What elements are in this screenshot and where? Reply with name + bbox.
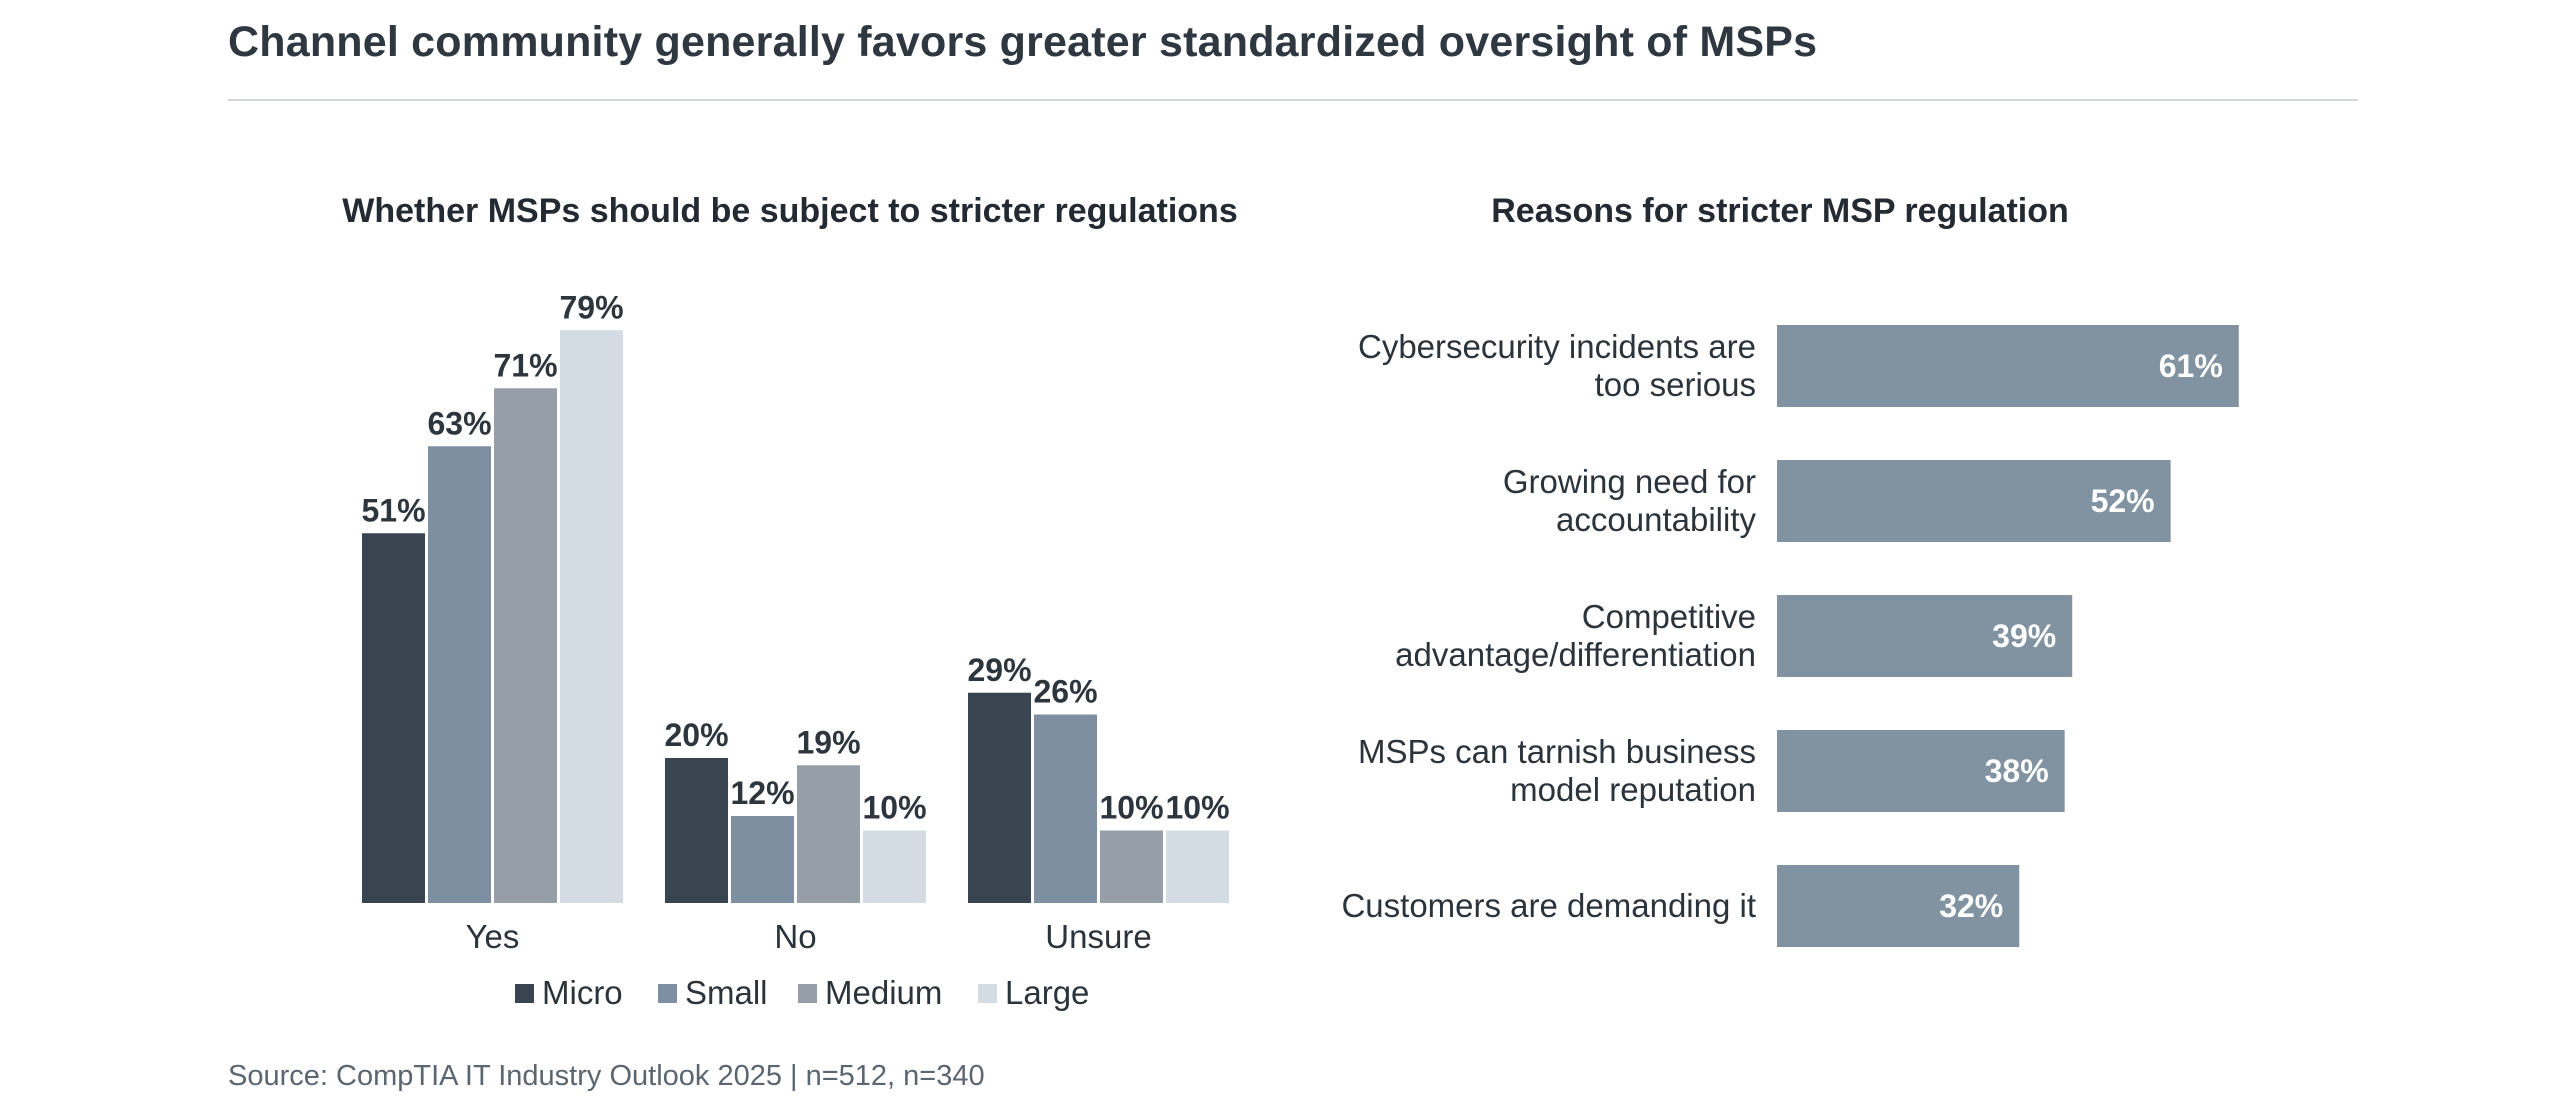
data-label-unsure-medium: 10% [1099, 790, 1163, 826]
category-label-msps-can-tarnish-business-model-reputation-line-2: model reputation [1510, 771, 1756, 808]
data-label-yes-medium: 71% [493, 347, 557, 383]
legend-swatch-small [658, 984, 677, 1003]
legend-label-large: Large [1005, 974, 1089, 1011]
x-tick-label-no: No [774, 918, 816, 955]
bar-no-micro [665, 758, 728, 903]
data-label-no-medium: 19% [796, 724, 860, 760]
bar-no-medium [797, 765, 860, 903]
page-title: Channel community generally favors great… [228, 18, 1818, 66]
bar-unsure-micro [968, 692, 1031, 903]
category-label-growing-need-for-accountability-line-2: accountability [1556, 501, 1756, 538]
bar-yes-small [428, 446, 491, 903]
x-tick-label-yes: Yes [466, 918, 520, 955]
category-label-competitive-advantage-differentiation-line-2: advantage/differentiation [1395, 636, 1756, 673]
data-label-yes-large: 79% [559, 289, 623, 325]
hbar-growing-need-for-accountability [1777, 460, 2171, 542]
legend-swatch-large [978, 984, 997, 1003]
data-label-no-small: 12% [730, 775, 794, 811]
legend-label-micro: Micro [542, 974, 623, 1011]
legend-label-medium: Medium [825, 974, 942, 1011]
bar-yes-medium [494, 388, 557, 903]
hbar-value-cybersecurity-incidents-are-too-serious: 61% [2159, 348, 2223, 384]
x-tick-label-unsure: Unsure [1045, 918, 1151, 955]
right-chart-title: Reasons for stricter MSP regulation [1491, 192, 2069, 230]
hbar-value-msps-can-tarnish-business-model-reputation: 38% [1985, 753, 2049, 789]
category-label-growing-need-for-accountability-line-1: Growing need for [1503, 463, 1756, 500]
left-chart-title: Whether MSPs should be subject to strict… [342, 192, 1238, 230]
bar-unsure-large [1166, 830, 1229, 903]
data-label-no-micro: 20% [664, 717, 728, 753]
legend-swatch-medium [798, 984, 817, 1003]
hbar-msps-can-tarnish-business-model-reputation [1777, 730, 2065, 812]
category-label-msps-can-tarnish-business-model-reputation-line-1: MSPs can tarnish business [1358, 733, 1756, 770]
hbar-value-growing-need-for-accountability: 52% [2091, 483, 2155, 519]
data-label-unsure-small: 26% [1033, 674, 1097, 710]
legend-swatch-micro [515, 984, 534, 1003]
bar-no-large [863, 830, 926, 903]
data-label-yes-micro: 51% [361, 492, 425, 528]
bar-no-small [731, 816, 794, 903]
data-label-no-large: 10% [862, 790, 926, 826]
bar-unsure-small [1034, 714, 1097, 903]
hbar-cybersecurity-incidents-are-too-serious [1777, 325, 2239, 407]
chart-legend: Micro Small Medium Large [515, 974, 1089, 1011]
category-label-cybersecurity-incidents-are-too-serious-line-2: too serious [1595, 366, 1756, 403]
bar-unsure-medium [1100, 830, 1163, 903]
bar-yes-micro [362, 533, 425, 903]
data-label-unsure-large: 10% [1165, 790, 1229, 826]
hbar-competitive-advantage-differentiation [1777, 595, 2073, 677]
hbar-value-customers-are-demanding-it: 32% [1939, 888, 2003, 924]
source-note: Source: CompTIA IT Industry Outlook 2025… [228, 1060, 985, 1092]
title-divider [228, 99, 2358, 101]
bar-yes-large [560, 330, 623, 903]
hbar-value-competitive-advantage-differentiation: 39% [1992, 618, 2056, 654]
category-label-customers-are-demanding-it-line-1: Customers are demanding it [1341, 887, 1756, 924]
data-label-yes-small: 63% [427, 405, 491, 441]
legend-label-small: Small [685, 974, 768, 1011]
category-label-cybersecurity-incidents-are-too-serious-line-1: Cybersecurity incidents are [1358, 328, 1756, 365]
data-label-unsure-micro: 29% [967, 652, 1031, 688]
category-label-competitive-advantage-differentiation-line-1: Competitive [1582, 598, 1756, 635]
hbar-customers-are-demanding-it [1777, 865, 2020, 947]
